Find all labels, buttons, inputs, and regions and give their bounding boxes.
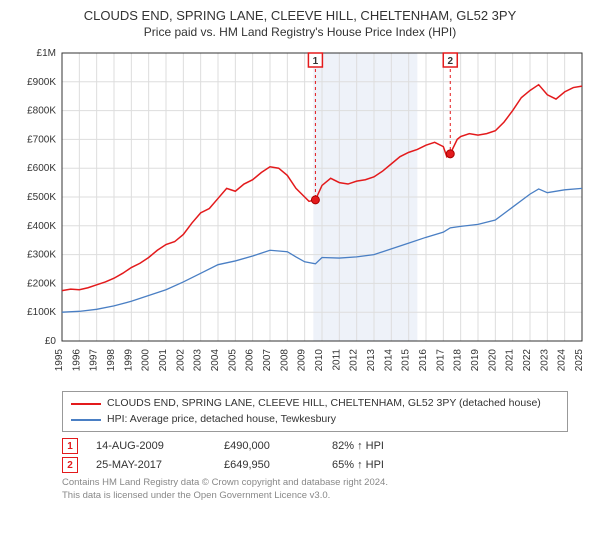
svg-text:£0: £0 [45, 336, 57, 347]
event-badge: 2 [62, 457, 78, 473]
svg-text:2014: 2014 [383, 348, 394, 371]
legend-label: HPI: Average price, detached house, Tewk… [107, 412, 336, 428]
legend-swatch [71, 403, 101, 405]
svg-text:2002: 2002 [175, 348, 186, 371]
svg-text:2010: 2010 [314, 348, 325, 371]
svg-text:£900K: £900K [27, 77, 56, 88]
legend-swatch [71, 419, 101, 421]
line-chart: £0 £100K £200K £300K £400K £500K £600K £700K £80… [12, 45, 588, 385]
svg-text:2005: 2005 [227, 348, 238, 371]
svg-text:2001: 2001 [158, 348, 169, 371]
svg-text:2019: 2019 [470, 348, 481, 371]
svg-text:£300K: £300K [27, 249, 56, 260]
svg-text:1995: 1995 [54, 348, 65, 371]
svg-text:£800K: £800K [27, 105, 56, 116]
event-note: 65% ↑ HPI [332, 459, 384, 471]
event-row: 2 25-MAY-2017 £649,950 65% ↑ HPI [62, 457, 568, 473]
legend: CLOUDS END, SPRING LANE, CLEEVE HILL, CH… [62, 391, 568, 433]
svg-text:1998: 1998 [106, 348, 117, 371]
svg-text:2016: 2016 [418, 348, 429, 371]
svg-text:£100K: £100K [27, 307, 56, 318]
svg-text:2022: 2022 [522, 348, 533, 371]
svg-text:£700K: £700K [27, 134, 56, 145]
svg-text:2023: 2023 [539, 348, 550, 371]
svg-text:2015: 2015 [401, 348, 412, 371]
svg-text:2003: 2003 [193, 348, 204, 371]
title-line1: CLOUDS END, SPRING LANE, CLEEVE HILL, CH… [12, 8, 588, 25]
svg-text:2008: 2008 [279, 348, 290, 371]
footer-attribution: Contains HM Land Registry data © Crown c… [62, 477, 568, 502]
svg-text:£1M: £1M [37, 48, 56, 59]
svg-text:2009: 2009 [297, 348, 308, 371]
event-price: £490,000 [224, 440, 314, 452]
legend-row: HPI: Average price, detached house, Tewk… [71, 412, 559, 428]
svg-text:1999: 1999 [123, 348, 134, 371]
legend-row: CLOUDS END, SPRING LANE, CLEEVE HILL, CH… [71, 396, 559, 412]
svg-text:2025: 2025 [574, 348, 585, 371]
svg-text:1: 1 [313, 56, 319, 67]
svg-text:2011: 2011 [331, 348, 342, 370]
chart-card: CLOUDS END, SPRING LANE, CLEEVE HILL, CH… [0, 0, 600, 510]
svg-text:1997: 1997 [89, 348, 100, 371]
svg-text:2000: 2000 [141, 348, 152, 371]
event-note: 82% ↑ HPI [332, 440, 384, 452]
svg-text:2013: 2013 [366, 348, 377, 371]
legend-label: CLOUDS END, SPRING LANE, CLEEVE HILL, CH… [107, 396, 541, 412]
chart-area: £0 £100K £200K £300K £400K £500K £600K £700K £80… [12, 45, 588, 385]
svg-text:2006: 2006 [245, 348, 256, 371]
title-line2: Price paid vs. HM Land Registry's House … [12, 25, 588, 39]
event-date: 14-AUG-2009 [96, 440, 206, 452]
svg-text:2004: 2004 [210, 348, 221, 371]
footer-line2: This data is licensed under the Open Gov… [62, 490, 568, 502]
svg-text:1996: 1996 [71, 348, 82, 371]
svg-text:£400K: £400K [27, 221, 56, 232]
svg-text:2021: 2021 [505, 348, 516, 371]
svg-text:£500K: £500K [27, 192, 56, 203]
svg-text:2024: 2024 [557, 348, 568, 371]
svg-text:2012: 2012 [349, 348, 360, 371]
svg-text:2007: 2007 [262, 348, 273, 371]
event-badge: 1 [62, 438, 78, 454]
event-price: £649,950 [224, 459, 314, 471]
svg-text:2: 2 [447, 56, 453, 67]
svg-text:2020: 2020 [487, 348, 498, 371]
svg-text:£200K: £200K [27, 278, 56, 289]
svg-text:2018: 2018 [453, 348, 464, 371]
svg-text:£600K: £600K [27, 163, 56, 174]
event-date: 25-MAY-2017 [96, 459, 206, 471]
footer-line1: Contains HM Land Registry data © Crown c… [62, 477, 568, 489]
event-row: 1 14-AUG-2009 £490,000 82% ↑ HPI [62, 438, 568, 454]
svg-text:2017: 2017 [435, 348, 446, 371]
events-table: 1 14-AUG-2009 £490,000 82% ↑ HPI 2 25-MAY-201… [62, 438, 568, 473]
